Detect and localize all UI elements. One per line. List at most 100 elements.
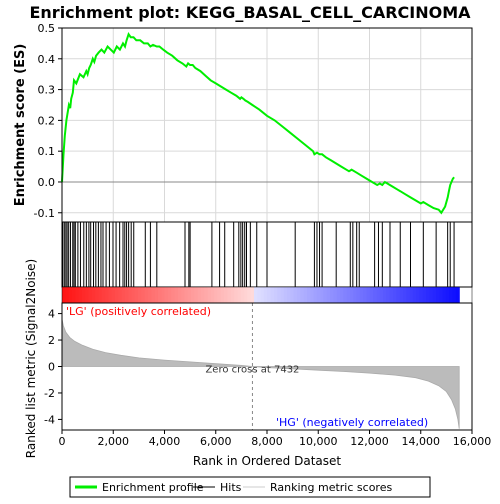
rank-color-band-segment <box>210 287 215 303</box>
rank-color-band-segment <box>257 287 262 303</box>
rank-color-band-segment <box>432 287 437 303</box>
rank-color-band-segment <box>187 287 192 303</box>
rank-color-band-segment <box>452 287 457 303</box>
rank-color-band-segment <box>75 287 80 303</box>
rank-color-band-segment <box>439 287 444 303</box>
negative-correlation-label: 'HG' (negatively correlated) <box>276 416 428 429</box>
rank-color-band-segment <box>111 287 116 303</box>
rank-color-band-segment <box>78 287 83 303</box>
rank-color-band-segment <box>412 287 417 303</box>
rank-color-band-segment <box>81 287 86 303</box>
rank-color-band-segment <box>124 287 129 303</box>
rank-color-band-segment <box>134 287 139 303</box>
rank-color-band-segment <box>144 287 149 303</box>
rank-color-band-segment <box>287 287 291 303</box>
es-ytick-label: 0.3 <box>38 84 56 97</box>
rank-color-band-segment <box>244 287 248 303</box>
rank-color-band-segment <box>363 287 368 303</box>
metric-xtick-label: 12,000 <box>350 435 389 448</box>
rank-color-band-segment <box>290 287 295 303</box>
metric-xtick-label: 16,000 <box>453 435 492 448</box>
rank-color-band-segment <box>402 287 407 303</box>
rank-color-band-segment <box>121 287 126 303</box>
rank-color-band-segment <box>177 287 182 303</box>
metric-ytick-label: -4 <box>44 413 55 426</box>
rank-color-band-segment <box>383 287 387 303</box>
rank-color-band-segment <box>234 287 239 303</box>
metric-ytick-label: 2 <box>48 334 55 347</box>
rank-color-band-segment <box>426 287 430 303</box>
rank-color-band-segment <box>445 287 450 303</box>
rank-color-band-segment <box>369 287 374 303</box>
rank-color-band-segment <box>224 287 229 303</box>
rank-color-band-segment <box>303 287 308 303</box>
x-axis-label: Rank in Ordered Dataset <box>193 454 341 468</box>
metric-xtick-label: 2,000 <box>98 435 130 448</box>
legend-label: Hits <box>220 481 242 494</box>
rank-color-band-segment <box>320 287 325 303</box>
es-ytick-label: 0.2 <box>38 114 56 127</box>
rank-color-band-segment <box>263 287 268 303</box>
rank-color-band-segment <box>323 287 328 303</box>
rank-color-band-segment <box>201 287 205 303</box>
rank-color-band-segment <box>157 287 162 303</box>
rank-color-band-segment <box>449 287 454 303</box>
rank-color-band-segment <box>65 287 70 303</box>
rank-color-band-segment <box>396 287 401 303</box>
rank-color-band-segment <box>280 287 285 303</box>
ranking-metric-area <box>61 318 460 429</box>
rank-color-band-segment <box>204 287 209 303</box>
rank-color-band-segment <box>313 287 318 303</box>
rank-color-band-segment <box>409 287 414 303</box>
rank-color-band-segment <box>227 287 232 303</box>
rank-color-band-segment <box>230 287 235 303</box>
metric-ytick-label: 4 <box>48 308 55 321</box>
rank-color-band-segment <box>164 287 169 303</box>
rank-color-band-segment <box>359 287 364 303</box>
legend-label: Ranking metric scores <box>270 481 392 494</box>
rank-color-band-segment <box>141 287 146 303</box>
rank-color-band-segment <box>379 287 384 303</box>
rank-color-band-segment <box>353 287 358 303</box>
rank-color-band-segment <box>101 287 106 303</box>
es-ylabel: Enrichment score (ES) <box>13 44 28 207</box>
rank-color-band-segment <box>114 287 119 303</box>
rank-color-band-segment <box>340 287 344 303</box>
rank-color-band-segment <box>214 287 219 303</box>
metric-xtick-label: 4,000 <box>149 435 181 448</box>
rank-color-band-segment <box>95 287 100 303</box>
es-ytick-label: 0.0 <box>38 176 56 189</box>
rank-color-band-segment <box>161 287 166 303</box>
legend-label: Enrichment profile <box>102 481 204 494</box>
rank-color-band-segment <box>98 287 103 303</box>
rank-color-band-segment <box>386 287 391 303</box>
rank-color-band-segment <box>174 287 179 303</box>
rank-color-band-segment <box>131 287 136 303</box>
rank-color-band-segment <box>277 287 282 303</box>
rank-color-band-segment <box>91 287 96 303</box>
metric-xtick-label: 0 <box>59 435 66 448</box>
rank-color-band-segment <box>273 287 278 303</box>
rank-color-band-segment <box>306 287 311 303</box>
rank-color-band-segment <box>138 287 143 303</box>
rank-color-band-segment <box>253 287 258 303</box>
rank-color-band-segment <box>148 287 152 303</box>
rank-color-band-segment <box>88 287 93 303</box>
rank-color-band-segment <box>62 287 66 303</box>
rank-color-band-segment <box>392 287 397 303</box>
rank-color-band-segment <box>343 287 348 303</box>
rank-color-band-segment <box>68 287 73 303</box>
rank-color-band-segment <box>316 287 321 303</box>
rank-color-band-segment <box>349 287 354 303</box>
metric-xtick-label: 8,000 <box>251 435 283 448</box>
rank-color-band-segment <box>260 287 265 303</box>
metric-xtick-label: 10,000 <box>299 435 338 448</box>
rank-color-band-segment <box>297 287 301 303</box>
rank-color-band-segment <box>184 287 189 303</box>
rank-color-band-segment <box>108 287 113 303</box>
rank-color-band-segment <box>207 287 212 303</box>
rank-color-band-segment <box>346 287 351 303</box>
rank-color-band-segment <box>376 287 381 303</box>
rank-color-band-segment <box>442 287 447 303</box>
